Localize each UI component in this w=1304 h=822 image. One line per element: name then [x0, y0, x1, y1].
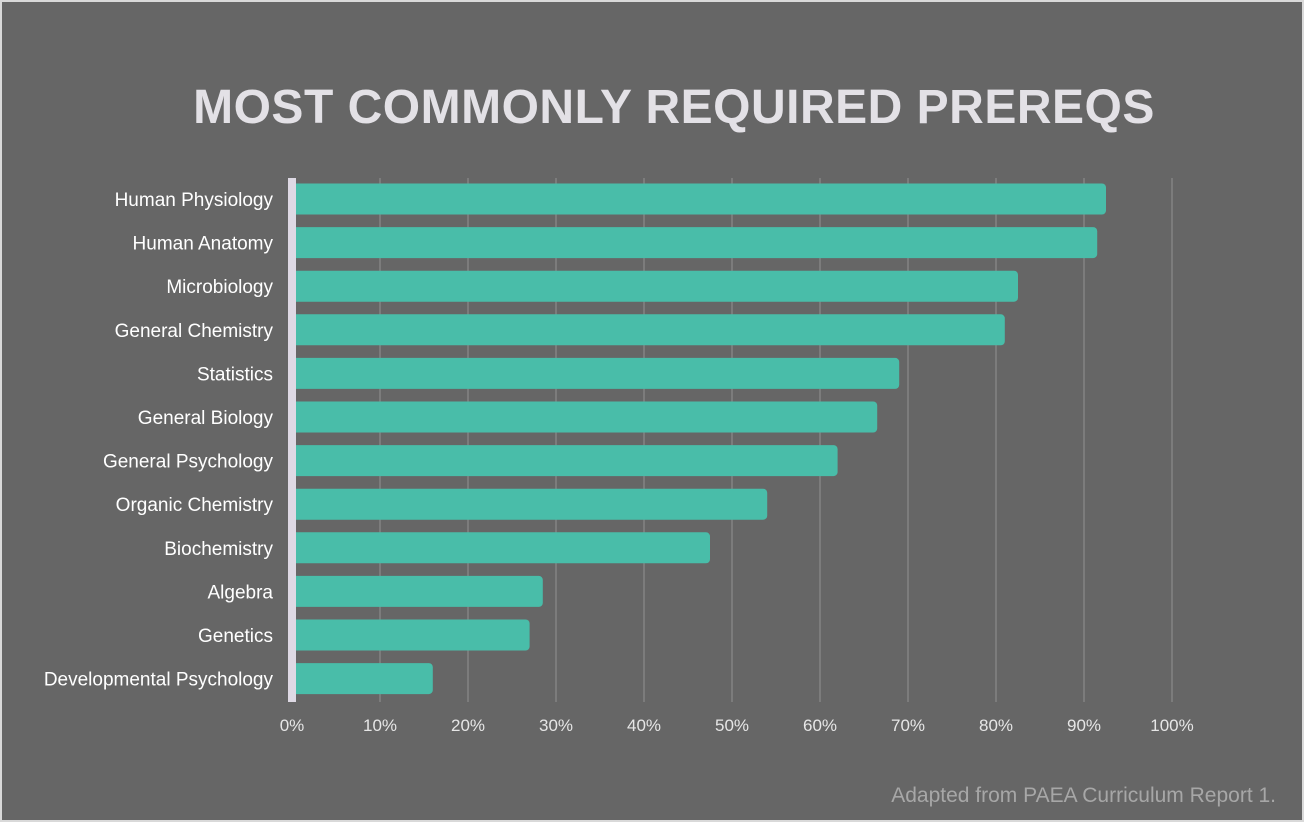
y-axis-line — [288, 178, 296, 702]
bar — [292, 445, 838, 477]
category-label: Statistics — [197, 364, 273, 385]
x-tick-label: 30% — [539, 716, 573, 735]
x-tick-label: 20% — [451, 716, 485, 735]
category-label: Microbiology — [166, 277, 273, 298]
bar — [292, 575, 543, 607]
x-tick-label: 100% — [1150, 716, 1193, 735]
category-label: Algebra — [208, 582, 274, 603]
bar — [292, 314, 1005, 346]
source-note: Adapted from PAEA Curriculum Report 1. — [891, 784, 1276, 807]
bar — [292, 183, 1106, 215]
category-label: Organic Chemistry — [116, 495, 274, 516]
bar — [292, 357, 900, 389]
chart-title: MOST COMMONLY REQUIRED PREREQS — [193, 81, 1155, 134]
category-label: Genetics — [198, 626, 273, 647]
bar — [292, 227, 1098, 259]
x-tick-label: 80% — [979, 716, 1013, 735]
bar — [292, 270, 1018, 302]
x-tick-labels: 0% 10% 20% 30% 40% 50% 60% 70% 80% 90% 100% — [280, 716, 1194, 735]
x-tick-label: 0% — [280, 716, 305, 735]
category-label: Human Physiology — [115, 190, 274, 211]
gridlines — [379, 178, 1173, 702]
category-label: General Chemistry — [115, 321, 274, 342]
category-label: General Psychology — [103, 452, 274, 473]
x-tick-label: 90% — [1067, 716, 1101, 735]
category-labels: Human Physiology Human Anatomy Microbiolog… — [44, 190, 274, 691]
x-tick-label: 70% — [891, 716, 925, 735]
category-label: Developmental Psychology — [44, 670, 274, 691]
bar — [292, 619, 530, 651]
bar — [292, 401, 878, 433]
x-tick-label: 10% — [363, 716, 397, 735]
x-tick-label: 50% — [715, 716, 749, 735]
x-tick-label: 60% — [803, 716, 837, 735]
bar — [292, 532, 710, 564]
category-label: Human Anatomy — [133, 234, 274, 255]
bar — [292, 663, 433, 695]
category-label: General Biology — [138, 408, 274, 429]
bars — [292, 183, 1106, 695]
category-label: Biochemistry — [164, 539, 273, 560]
bar — [292, 488, 768, 520]
x-tick-label: 40% — [627, 716, 661, 735]
